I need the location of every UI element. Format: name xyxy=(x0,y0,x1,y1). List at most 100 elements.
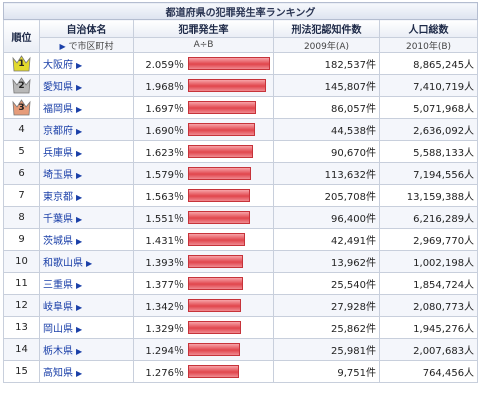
prefecture-link[interactable]: 愛知県 xyxy=(43,82,73,93)
population-cell: 2,969,770人 xyxy=(378,228,479,251)
rank-cell: 7 xyxy=(3,184,40,207)
crown-icon: 3 xyxy=(12,99,31,116)
prefecture-cell[interactable]: 京都府 ▶ xyxy=(39,118,134,141)
prefecture-link[interactable]: 栃木県 xyxy=(43,346,73,357)
entity-header: 自治体名 xyxy=(39,19,134,38)
rate-bar-track xyxy=(188,123,272,136)
rate-bar xyxy=(188,101,256,114)
play-arrow-icon[interactable]: ▶ xyxy=(76,237,83,246)
play-arrow-icon[interactable]: ▶ xyxy=(76,303,83,312)
population-cell: 5,071,968人 xyxy=(378,96,479,119)
rank-cell: 6 xyxy=(3,162,40,185)
prefecture-link[interactable]: 兵庫県 xyxy=(43,148,73,159)
prefecture-cell[interactable]: 和歌山県 ▶ xyxy=(39,250,134,273)
rate-value: 1.551％ xyxy=(145,214,184,225)
rate-bar xyxy=(188,211,250,224)
prefecture-cell[interactable]: 千葉県 ▶ xyxy=(39,206,134,229)
rate-value: 2.059％ xyxy=(145,60,184,71)
rate-cell: 1.690％ xyxy=(133,118,274,141)
prefecture-link[interactable]: 大阪府 xyxy=(43,60,73,71)
rate-cell: 1.431％ xyxy=(133,228,274,251)
rate-cell: 1.697％ xyxy=(133,96,274,119)
rate-cell: 1.294％ xyxy=(133,338,274,361)
prefecture-link[interactable]: 埼玉県 xyxy=(43,170,73,181)
play-arrow-icon[interactable]: ▶ xyxy=(76,215,83,224)
rate-cell: 1.393％ xyxy=(133,250,274,273)
crimes-cell: 42,491件 xyxy=(273,228,380,251)
prefecture-cell[interactable]: 大阪府 ▶ xyxy=(39,52,134,75)
prefecture-cell[interactable]: 高知県 ▶ xyxy=(39,360,134,383)
rank-cell: 9 xyxy=(3,228,40,251)
rate-bar xyxy=(188,321,241,334)
rate-bar-track xyxy=(188,79,272,92)
table-row: 10 和歌山県 ▶ 1.393％ 13,962件 1,002,198人 xyxy=(3,250,479,273)
prefecture-link[interactable]: 三重県 xyxy=(43,280,73,291)
population-cell: 1,854,724人 xyxy=(378,272,479,295)
prefecture-cell[interactable]: 東京都 ▶ xyxy=(39,184,134,207)
prefecture-cell[interactable]: 栃木県 ▶ xyxy=(39,338,134,361)
play-arrow-icon[interactable]: ▶ xyxy=(76,369,83,378)
play-arrow-icon[interactable]: ▶ xyxy=(76,105,83,114)
rank-number: 12 xyxy=(15,300,28,311)
crimes-subheader: 2009年(A) xyxy=(273,37,380,53)
prefecture-link[interactable]: 京都府 xyxy=(43,126,73,137)
ranking-panel: 都道府県の犯罪発生率ランキング 順位 自治体名 犯罪発生率 刑法犯認知件数 人口… xyxy=(2,2,479,383)
prefecture-cell[interactable]: 兵庫県 ▶ xyxy=(39,140,134,163)
prefecture-link[interactable]: 岐阜県 xyxy=(43,302,73,313)
rank-number: 14 xyxy=(15,344,28,355)
rank-number: 7 xyxy=(18,190,25,201)
population-cell: 2,636,092人 xyxy=(378,118,479,141)
play-arrow-icon[interactable]: ▶ xyxy=(76,281,83,290)
table-row: 14 栃木県 ▶ 1.294％ 25,981件 2,007,683人 xyxy=(3,338,479,361)
rate-value: 1.377％ xyxy=(145,280,184,291)
prefecture-link[interactable]: 東京都 xyxy=(43,192,73,203)
table-row: 5 兵庫県 ▶ 1.623％ 90,670件 5,588,133人 xyxy=(3,140,479,163)
crown-icon: 2 xyxy=(12,77,31,94)
ranking-table: 都道府県の犯罪発生率ランキング 順位 自治体名 犯罪発生率 刑法犯認知件数 人口… xyxy=(2,2,479,383)
rate-value: 1.342％ xyxy=(145,302,184,313)
play-arrow-icon[interactable]: ▶ xyxy=(76,347,83,356)
rate-cell: 1.377％ xyxy=(133,272,274,295)
prefecture-link[interactable]: 和歌山県 xyxy=(43,258,83,269)
rank-number: 4 xyxy=(18,124,25,135)
rate-cell: 1.342％ xyxy=(133,294,274,317)
play-arrow-icon[interactable]: ▶ xyxy=(86,259,93,268)
prefecture-cell[interactable]: 岐阜県 ▶ xyxy=(39,294,134,317)
play-arrow-icon[interactable]: ▶ xyxy=(76,193,83,202)
play-arrow-icon[interactable]: ▶ xyxy=(76,127,83,136)
play-arrow-icon: ▶ xyxy=(59,41,66,51)
prefecture-cell[interactable]: 三重県 ▶ xyxy=(39,272,134,295)
rank-number: 10 xyxy=(15,256,28,267)
play-arrow-icon[interactable]: ▶ xyxy=(76,171,83,180)
prefecture-link[interactable]: 高知県 xyxy=(43,368,73,379)
play-arrow-icon[interactable]: ▶ xyxy=(76,149,83,158)
rate-bar-track xyxy=(188,299,272,312)
play-arrow-icon[interactable]: ▶ xyxy=(76,61,83,70)
rank-cell: 2 xyxy=(3,74,40,97)
prefecture-cell[interactable]: 愛知県 ▶ xyxy=(39,74,134,97)
play-arrow-icon[interactable]: ▶ xyxy=(76,325,83,334)
prefecture-cell[interactable]: 埼玉県 ▶ xyxy=(39,162,134,185)
population-cell: 764,456人 xyxy=(378,360,479,383)
prefecture-link[interactable]: 福岡県 xyxy=(43,104,73,115)
ranking-rows: 1 大阪府 ▶ 2.059％ 182,537件 8,865,245人 2 愛知県 ▶… xyxy=(3,52,479,383)
entity-subheader: ▶ で市区町村 xyxy=(39,37,134,53)
prefecture-link[interactable]: 千葉県 xyxy=(43,214,73,225)
rank-number: 6 xyxy=(18,168,25,179)
prefecture-link[interactable]: 茨城県 xyxy=(43,236,73,247)
table-row: 2 愛知県 ▶ 1.968％ 145,807件 7,410,719人 xyxy=(3,74,479,97)
rate-subheader: A÷B xyxy=(133,37,274,53)
rank-cell: 14 xyxy=(3,338,40,361)
prefecture-cell[interactable]: 岡山県 ▶ xyxy=(39,316,134,339)
crown-icon: 1 xyxy=(12,55,31,72)
rate-bar xyxy=(188,57,270,70)
population-cell: 1,002,198人 xyxy=(378,250,479,273)
prefecture-cell[interactable]: 福岡県 ▶ xyxy=(39,96,134,119)
rate-cell: 1.276％ xyxy=(133,360,274,383)
crimes-cell: 145,807件 xyxy=(273,74,380,97)
prefecture-link[interactable]: 岡山県 xyxy=(43,324,73,335)
prefecture-cell[interactable]: 茨城県 ▶ xyxy=(39,228,134,251)
play-arrow-icon[interactable]: ▶ xyxy=(76,83,83,92)
rate-bar xyxy=(188,255,243,268)
table-title: 都道府県の犯罪発生率ランキング xyxy=(2,2,479,20)
